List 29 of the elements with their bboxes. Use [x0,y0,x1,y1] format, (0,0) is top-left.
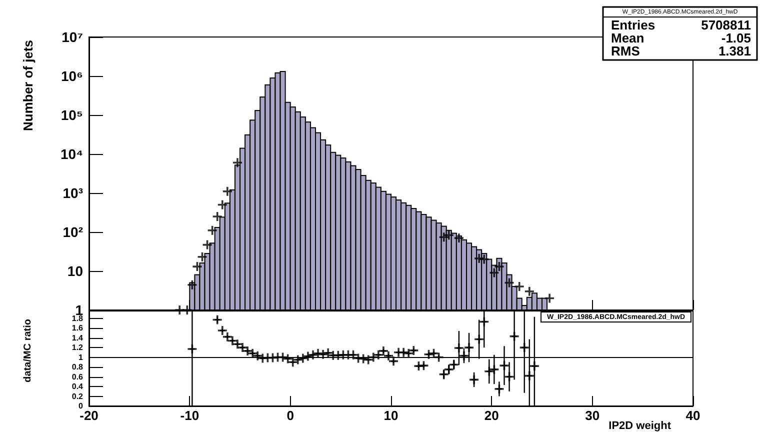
text: Entries 5708811 [611,18,751,32]
x-tick-label: 30 [585,408,600,423]
y-tick-label: 0.6 [72,372,84,382]
x-axis-title: IP2D weight [608,420,672,432]
y-axis-title: Number of jets [20,40,36,132]
y-tick-label: 0 [78,402,84,410]
y-tick-label: 10² [62,224,84,240]
y-tick-label: 10³ [62,185,84,201]
y-tick-label: 0.2 [72,392,84,401]
y-tick-label: 10 [67,263,84,279]
y-tick-label: 10⁷ [62,29,84,45]
text: RMS 1.381 [611,44,751,58]
x-tick-label: 40 [686,408,700,423]
y-tick-label: 0.8 [72,362,84,372]
y-tick-label: 0.4 [72,382,84,392]
x-tick-label: 20 [484,408,499,423]
x-tick-label: -10 [180,408,200,423]
y-tick-label: 1.4 [72,333,84,342]
y-tick-label: 1 [78,352,84,362]
y-tick-label: 10⁴ [60,146,84,162]
y-tick-label: 10⁵ [60,107,83,123]
y-tick-label: 10⁶ [60,68,83,84]
y-tick-label: 1.6 [72,324,84,333]
x-tick-label: 0 [286,408,294,423]
y-axis-title: data/MC ratio [22,319,34,382]
y-tick-label: 1.2 [72,343,84,352]
x-tick-label: -20 [80,408,98,423]
x-tick-label: 10 [384,408,398,423]
text: Mean -1.05 [611,30,751,46]
